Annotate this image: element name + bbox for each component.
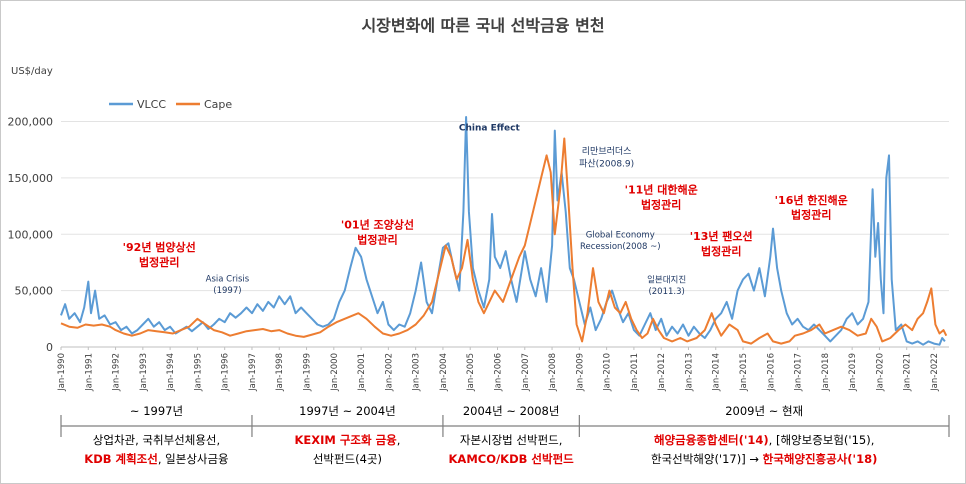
x-tick-label: Jan-2008	[548, 353, 558, 392]
x-tick-label: Jan-2002	[384, 353, 394, 392]
annotation-a11: 법정관리	[641, 198, 681, 212]
x-tick-label: Jan-2019	[848, 353, 858, 392]
x-tick-label: Jan-1994	[166, 353, 176, 392]
x-tick-label: Jan-2011	[630, 353, 640, 392]
annotation-asia: (1997)	[213, 286, 241, 296]
period-desc: KAMCO/KDB 선박펀드	[449, 452, 575, 466]
annotation-japan: (2011.3)	[648, 287, 684, 297]
chart-title: 시장변화에 따른 국내 선박금융 변천	[361, 16, 604, 35]
x-tick-labels: Jan-1990 Jan-1991 Jan-1992 Jan-1993 Jan-1994…	[57, 347, 940, 392]
y-tick-label: 200,000	[8, 116, 54, 129]
x-tick-label: Jan-1999	[303, 353, 313, 392]
legend-label: VLCC	[137, 98, 166, 111]
annotation-a01: '01년 조양상선	[341, 218, 414, 232]
period-desc: 한국선박해양('17)] → 한국해양진흥공사('18)	[651, 452, 877, 466]
series-line-vlcc	[60, 116, 946, 346]
x-tick-label: Jan-2010	[603, 353, 613, 392]
annotation-a16: 법정관리	[791, 208, 831, 222]
period-desc: 선박펀드(4곳)	[313, 452, 382, 466]
x-tick-label: Jan-2014	[712, 353, 722, 392]
x-tick-label: Jan-2015	[739, 353, 749, 392]
period-desc: 해양금융종합센터('14), [해양보증보험('15),	[654, 433, 874, 447]
annotation-gfc: Global Economy	[586, 231, 655, 241]
x-tick-label: Jan-2012	[657, 353, 667, 392]
annotation-asia: Asia Crisis	[206, 275, 250, 285]
annotation-a01: 법정관리	[357, 232, 397, 246]
annotation-a11: '11년 대한해운	[625, 183, 698, 197]
x-tick-label: Jan-2009	[575, 353, 585, 392]
x-tick-label: Jan-1998	[275, 353, 285, 392]
period-desc: KEXIM 구조화 금융,	[294, 433, 400, 447]
x-tick-label: Jan-2005	[466, 353, 476, 392]
y-tick-labels: 0 50,000 100,000 150,000 200,000	[8, 116, 54, 354]
x-tick-label: Jan-2021	[903, 353, 913, 392]
series-lines	[60, 116, 948, 346]
annotation-a13: '13년 팬오션	[690, 229, 753, 243]
period-desc: 상업차관, 국취부선체용선,	[93, 433, 220, 447]
period-label: 2009년 ~ 현재	[725, 404, 803, 418]
period-label: 2004년 ~ 2008년	[463, 404, 560, 418]
period-desc: KDB 계획조선, 일본상사금융	[84, 452, 228, 466]
x-tick-label: Jan-2020	[875, 353, 885, 392]
x-tick-label: Jan-2006	[493, 353, 503, 392]
annotation-a92: '92년 범양상선	[123, 240, 196, 254]
period-desc: 자본시장법 선박펀드,	[460, 433, 563, 447]
x-tick-label: Jan-1990	[57, 353, 67, 392]
annotation-gfc: Recession(2008 ~)	[580, 242, 661, 252]
x-tick-label: Jan-2007	[521, 353, 531, 392]
annotation-a13: 법정관리	[701, 244, 741, 258]
x-tick-label: Jan-2022	[930, 353, 940, 392]
period-label: ~ 1997년	[130, 404, 183, 418]
annotation-lehman: 파산(2008.9)	[579, 158, 634, 169]
x-tick-label: Jan-2004	[439, 353, 449, 392]
x-tick-label: Jan-2000	[330, 353, 340, 392]
x-tick-label: Jan-1992	[112, 353, 122, 392]
annotations: Asia Crisis(1997) China Effect 리만브러더스파산(20…	[123, 124, 848, 298]
x-tick-label: Jan-2001	[357, 353, 367, 392]
annotation-lehman: 리만브러더스	[582, 146, 632, 157]
y-tick-label: 100,000	[8, 228, 54, 241]
annotation-china: China Effect	[459, 124, 521, 134]
x-tick-label: Jan-1993	[139, 353, 149, 392]
series-line-cape	[60, 137, 948, 345]
x-tick-label: Jan-2017	[794, 353, 804, 392]
x-tick-label: Jan-1997	[248, 353, 258, 392]
y-tick-label: 0	[46, 341, 53, 354]
legend: VLCC Cape	[109, 98, 232, 111]
x-tick-label: Jan-1991	[84, 353, 94, 392]
annotation-a16: '16년 한진해운	[775, 193, 848, 207]
y-axis-label: US$/day	[11, 66, 53, 77]
gridlines	[61, 121, 949, 348]
x-tick-label: Jan-2018	[821, 353, 831, 392]
x-tick-label: Jan-2013	[684, 353, 694, 392]
x-tick-label: Jan-1995	[193, 353, 203, 392]
legend-label: Cape	[204, 98, 232, 111]
x-tick-label: Jan-1996	[221, 353, 231, 392]
x-tick-label: Jan-2003	[412, 353, 422, 392]
annotation-japan: 일본대지진	[647, 275, 686, 286]
x-tick-label: Jan-2016	[766, 353, 776, 392]
y-tick-label: 150,000	[8, 172, 54, 185]
period-label: 1997년 ~ 2004년	[299, 404, 396, 418]
annotation-a92: 법정관리	[139, 255, 179, 269]
y-tick-label: 50,000	[15, 285, 54, 298]
